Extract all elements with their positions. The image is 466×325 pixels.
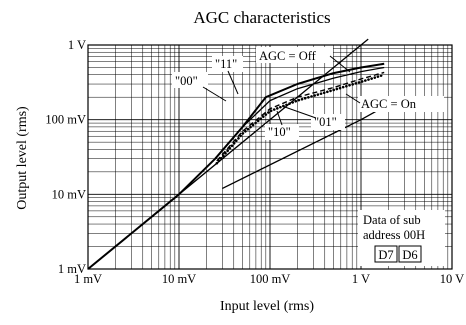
leader-00 [202, 86, 227, 102]
leader-10 [276, 110, 283, 126]
leader-agc-off [329, 55, 351, 73]
x-tick-label: 100 mV [250, 272, 291, 286]
annotation-10: "10" [265, 124, 299, 140]
series-line-4 [216, 71, 385, 162]
annotation-01: "01" [311, 114, 345, 130]
x-tick-label: 1 mV [74, 272, 102, 286]
series-line-3 [214, 66, 385, 160]
leader-agc-on [345, 93, 361, 104]
bit-d7-box [374, 245, 398, 263]
annotation-11: "11" [212, 56, 243, 72]
annotation-agc-off: AGC = Off [256, 47, 333, 63]
y-axis-label: Output level (rms) [15, 106, 30, 210]
leader-lines [202, 55, 361, 126]
plot-frame [87, 44, 453, 270]
leader-01 [281, 105, 317, 119]
label-11: "11" [215, 57, 237, 71]
x-tick-label: 10 V [440, 272, 464, 286]
agc-on-label: AGC = On [361, 97, 417, 111]
x-tick-label: 10 mV [162, 272, 196, 286]
leader-11 [227, 70, 239, 95]
x-axis-label: Input level (rms) [220, 299, 314, 314]
x-tick-label: 1 V [352, 272, 370, 286]
label-01: "01" [314, 115, 337, 129]
register-line-1: Data of sub [363, 213, 421, 227]
series-line-2 [87, 62, 385, 270]
annotation-agc-on: AGC = On [358, 96, 444, 112]
y-tick-label: 1 mV [58, 262, 86, 276]
series-line-5 [215, 73, 386, 165]
y-tick-label: 100 mV [45, 113, 86, 127]
series-lines [87, 38, 389, 270]
label-00: "00" [175, 74, 198, 88]
y-tick-label: 1 V [68, 38, 86, 52]
register-line-2: address 00H [363, 228, 425, 242]
chart-title: AGC characteristics [193, 8, 330, 27]
bit-d6-box [398, 245, 422, 263]
register-legend: Data of sub address 00H D7 D6 [358, 210, 445, 266]
agc-off-label: AGC = Off [259, 49, 317, 63]
tick-labels: 1 mV 10 mV 100 mV 1 V 10 V 1 mV 10 mV 100 mV 1 V [45, 38, 464, 286]
bit-d6: D6 [402, 248, 417, 262]
annotation-00: "00" [172, 72, 208, 88]
y-tick-label: 10 mV [52, 187, 86, 201]
label-10: "10" [268, 125, 291, 139]
series-line-1 [222, 103, 389, 189]
bit-d7: D7 [378, 248, 393, 262]
